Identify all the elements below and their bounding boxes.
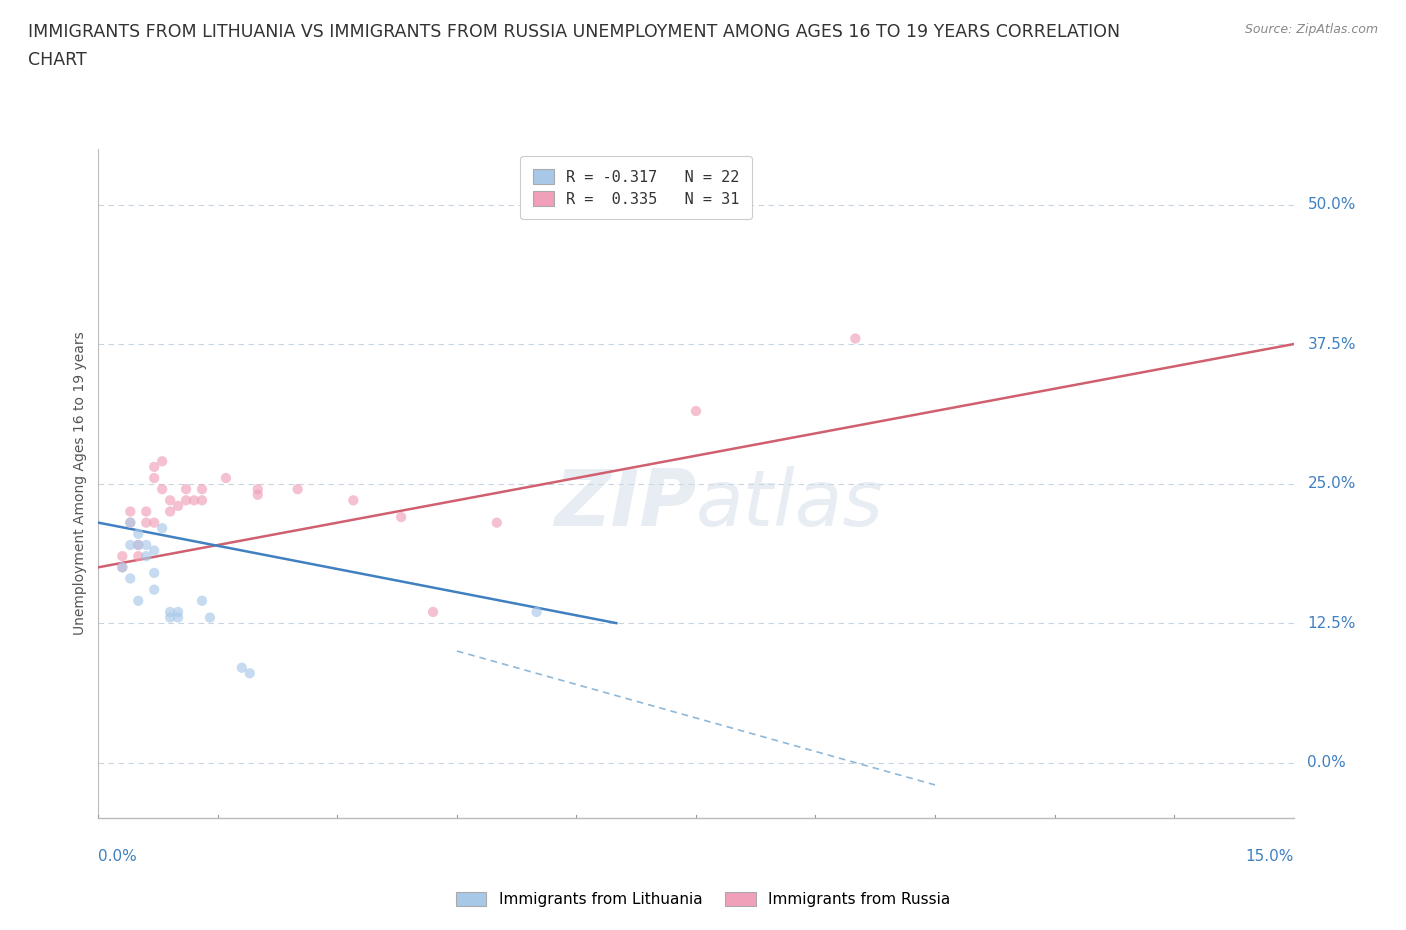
Point (174, 482, 197, 497)
Point (685, 404, 707, 418)
Point (150, 521, 173, 536)
Point (127, 538, 149, 552)
Point (135, 549, 157, 564)
Point (143, 459, 166, 474)
Point (120, 538, 142, 552)
Point (111, 549, 134, 564)
Text: atlas: atlas (696, 466, 884, 541)
Point (111, 560, 134, 575)
Point (150, 482, 173, 497)
Point (198, 610, 221, 625)
Text: 25.0%: 25.0% (1308, 476, 1355, 491)
Point (120, 571, 142, 586)
Point (485, 515, 508, 530)
Text: 50.0%: 50.0% (1308, 197, 1355, 212)
Text: 15.0%: 15.0% (1246, 849, 1294, 864)
Text: IMMIGRANTS FROM LITHUANIA VS IMMIGRANTS FROM RUSSIA UNEMPLOYMENT AMONG AGES 16 T: IMMIGRANTS FROM LITHUANIA VS IMMIGRANTS … (28, 23, 1121, 41)
Point (231, 660, 253, 675)
Text: 0.0%: 0.0% (98, 849, 138, 864)
Point (127, 593, 149, 608)
Point (167, 498, 190, 513)
Point (120, 515, 142, 530)
Point (143, 471, 166, 485)
Point (246, 482, 269, 497)
Point (127, 549, 149, 564)
Text: Source: ZipAtlas.com: Source: ZipAtlas.com (1244, 23, 1378, 36)
Point (287, 482, 309, 497)
Point (135, 538, 157, 552)
Point (150, 454, 173, 469)
Text: ZIP: ZIP (554, 466, 696, 541)
Text: CHART: CHART (28, 51, 87, 69)
Point (174, 493, 197, 508)
Point (127, 538, 149, 552)
Point (191, 593, 214, 608)
Y-axis label: Unemployment Among Ages 16 to 19 years: Unemployment Among Ages 16 to 19 years (73, 332, 87, 635)
Point (143, 565, 166, 580)
Point (342, 493, 364, 508)
Point (159, 504, 181, 519)
Point (159, 493, 181, 508)
Point (844, 331, 866, 346)
Legend: R = -0.317   N = 22, R =  0.335   N = 31: R = -0.317 N = 22, R = 0.335 N = 31 (520, 156, 752, 219)
Text: 12.5%: 12.5% (1308, 616, 1355, 631)
Point (191, 482, 214, 497)
Point (183, 493, 205, 508)
Point (191, 493, 214, 508)
Point (167, 610, 190, 625)
Point (143, 543, 166, 558)
Point (167, 604, 190, 619)
Text: 37.5%: 37.5% (1308, 337, 1355, 352)
Point (239, 666, 262, 681)
Point (120, 515, 142, 530)
Point (135, 504, 157, 519)
Point (215, 471, 238, 485)
Point (526, 604, 548, 619)
Point (135, 515, 157, 530)
Point (127, 526, 149, 541)
Point (159, 604, 181, 619)
Point (389, 510, 412, 525)
Point (159, 610, 181, 625)
Point (422, 604, 444, 619)
Text: 0.0%: 0.0% (1308, 755, 1346, 770)
Point (111, 560, 134, 575)
Point (143, 515, 166, 530)
Point (246, 487, 269, 502)
Legend: Immigrants from Lithuania, Immigrants from Russia: Immigrants from Lithuania, Immigrants fr… (450, 885, 956, 913)
Point (120, 504, 142, 519)
Point (143, 582, 166, 597)
